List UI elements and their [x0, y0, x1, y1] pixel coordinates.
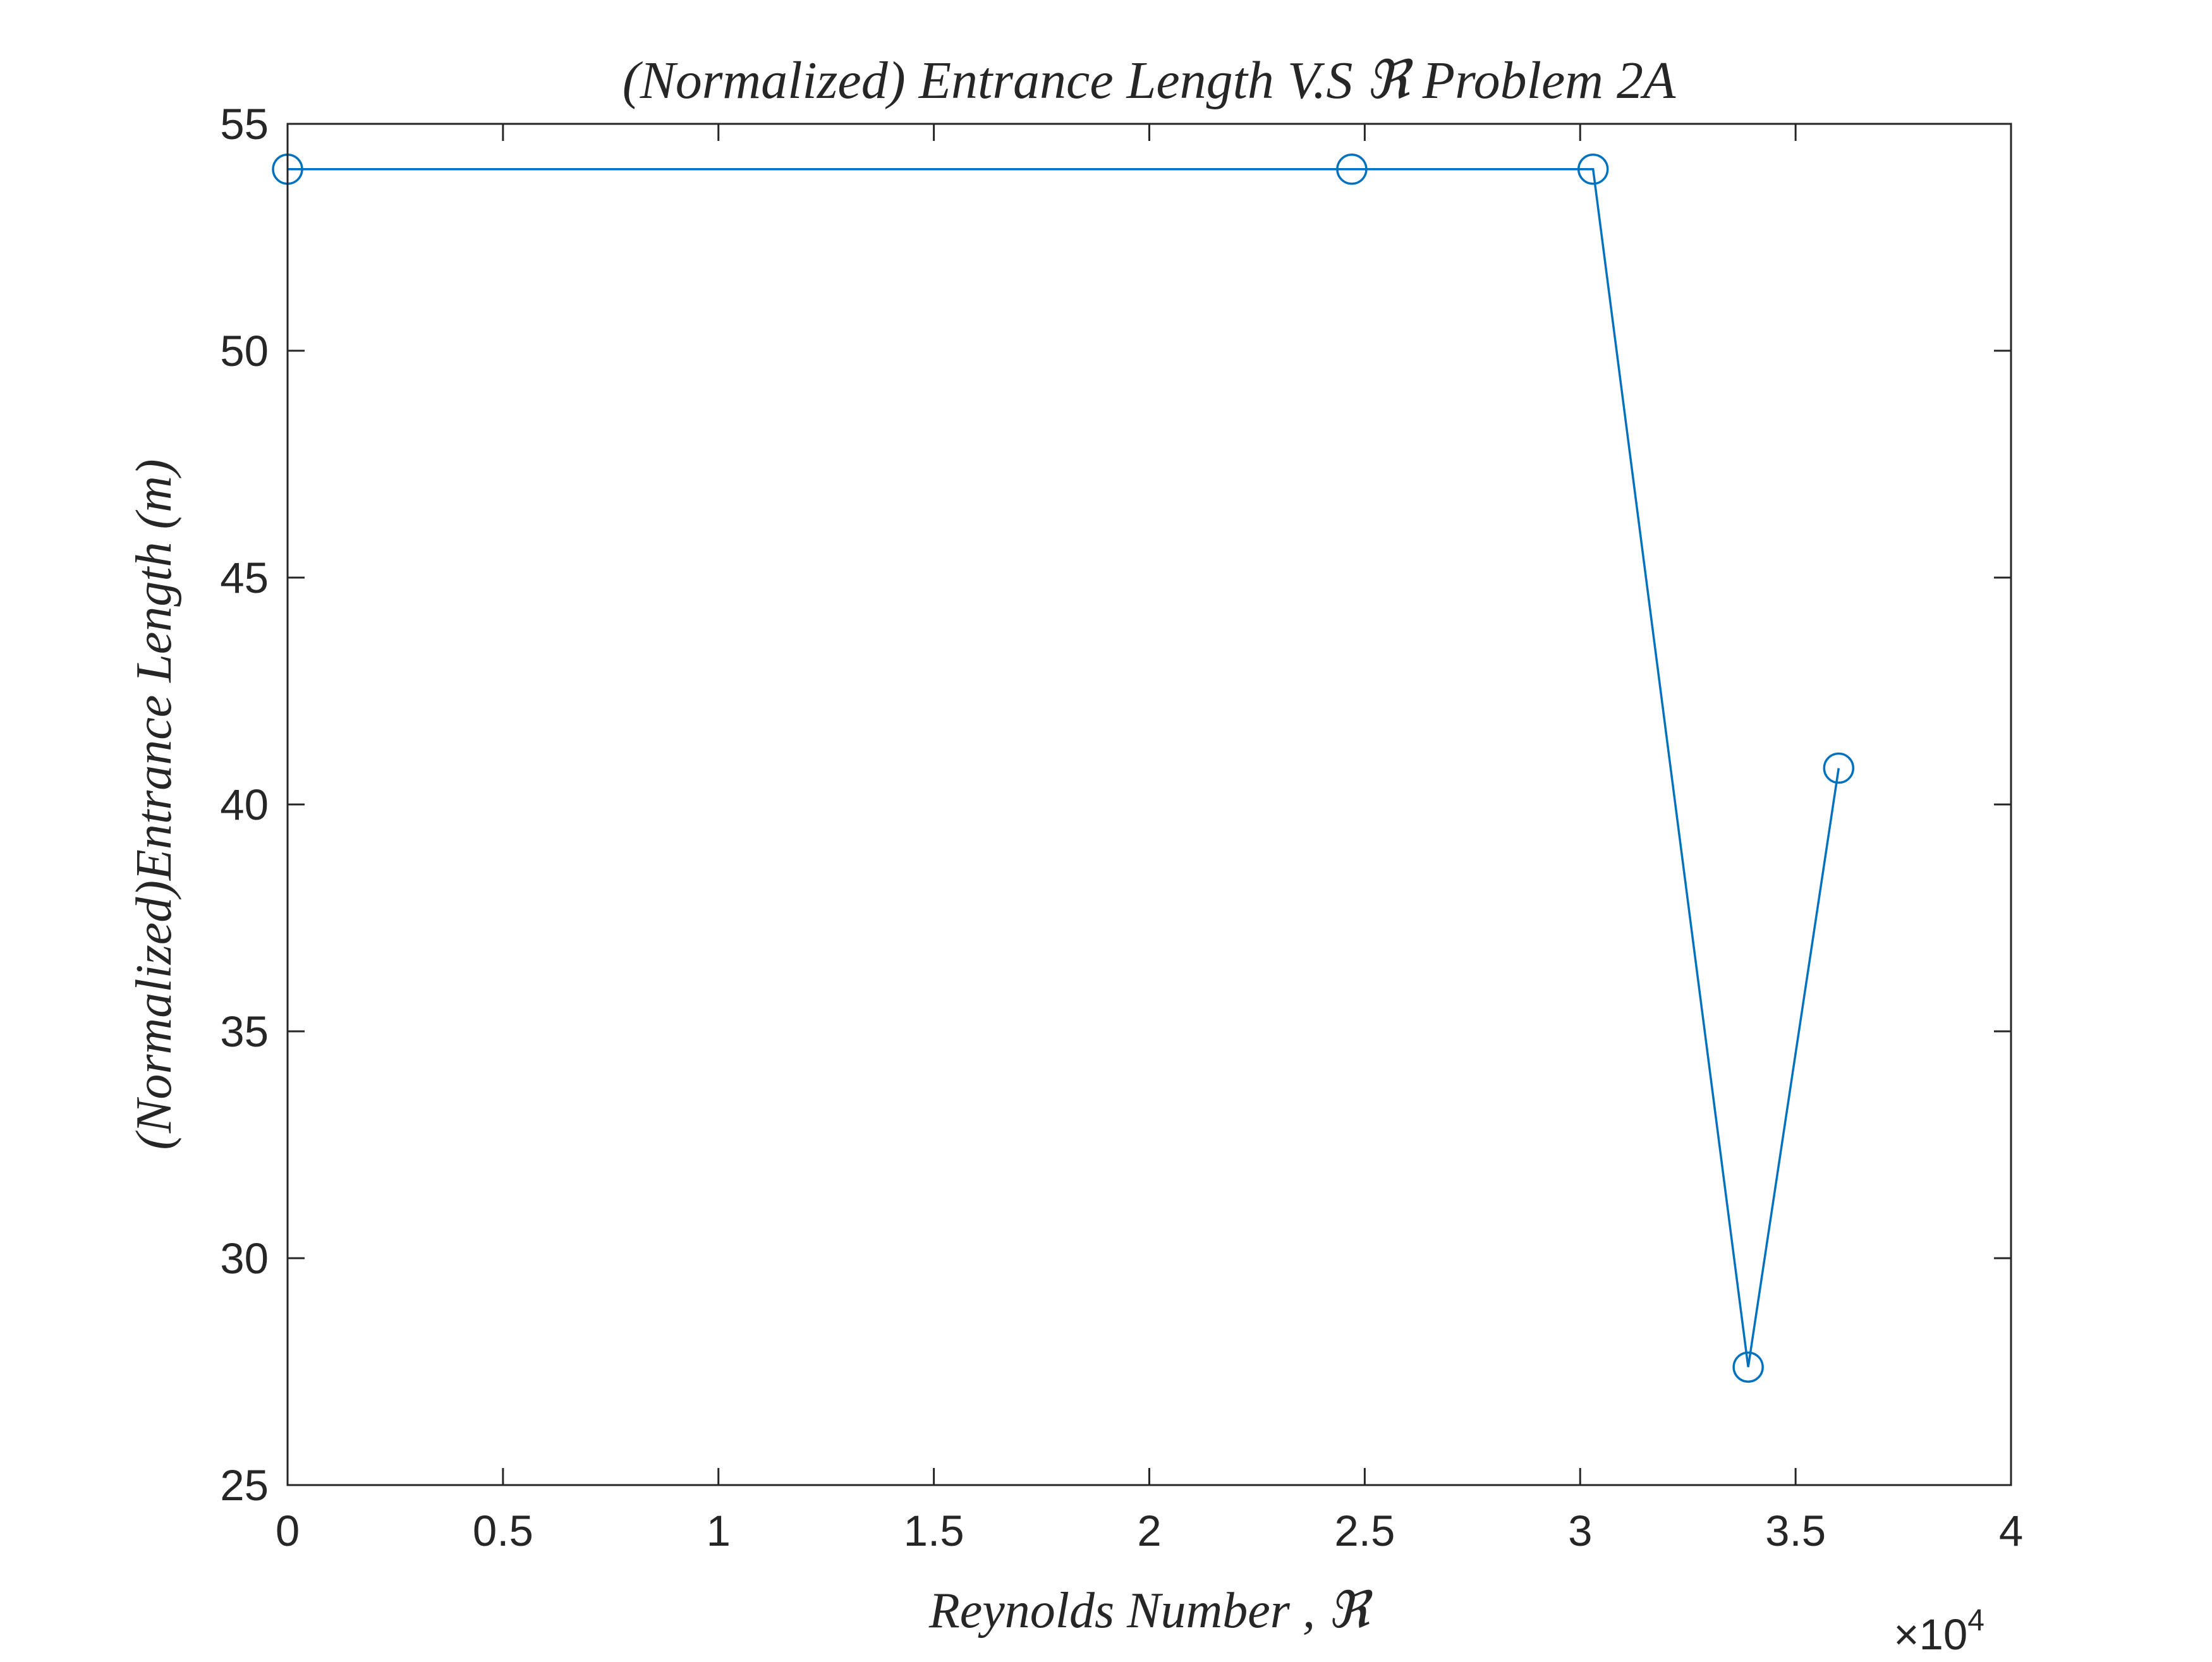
x-tick-label: 2.5 [1334, 1507, 1395, 1555]
plot-area [288, 124, 2011, 1485]
x-tick-label: 1.5 [904, 1507, 964, 1555]
y-tick-label: 50 [220, 327, 269, 375]
data-point-marker [1823, 752, 1855, 784]
y-tick-label: 30 [220, 1234, 269, 1283]
x-axis-title: Reynolds Number , ℜ [928, 1583, 1373, 1639]
labels-layer: 0 0.5 1 1.5 2 2.5 3 3.5 4 25 30 35 40 45 50 55 [220, 100, 2023, 1555]
chart-title: (Normalized) Entrance Length V.S ℜ Probl… [623, 51, 1676, 110]
y-tick-label: 35 [220, 1007, 269, 1056]
x-tick-label: 0.5 [473, 1507, 533, 1555]
data-point-marker [1732, 1351, 1764, 1383]
x-tick-label: 3 [1568, 1507, 1592, 1555]
x-exponent-power: 4 [1967, 1604, 1984, 1637]
y-tick-label: 25 [220, 1461, 269, 1510]
x-tick-label: 1 [707, 1507, 731, 1555]
x-tick-label: 4 [1999, 1507, 2023, 1555]
y-tick-label: 45 [220, 554, 269, 602]
y-tick-label: 55 [220, 100, 269, 149]
axes-box [286, 123, 2012, 1486]
x-exponent-label: ×104 [1893, 1604, 1984, 1659]
series-layer [272, 154, 1855, 1383]
series-line [288, 168, 1840, 1368]
data-point-marker [1577, 154, 1609, 185]
x-exponent-base: ×10 [1893, 1610, 1967, 1659]
y-axis-title: (Normalized)Entrance Length (m) [126, 459, 182, 1149]
x-tick-label: 0 [276, 1507, 300, 1555]
y-tick-label: 40 [220, 780, 269, 829]
x-tick-label: 3.5 [1765, 1507, 1826, 1555]
x-tick-label: 2 [1137, 1507, 1161, 1555]
data-point-marker [1336, 154, 1368, 185]
